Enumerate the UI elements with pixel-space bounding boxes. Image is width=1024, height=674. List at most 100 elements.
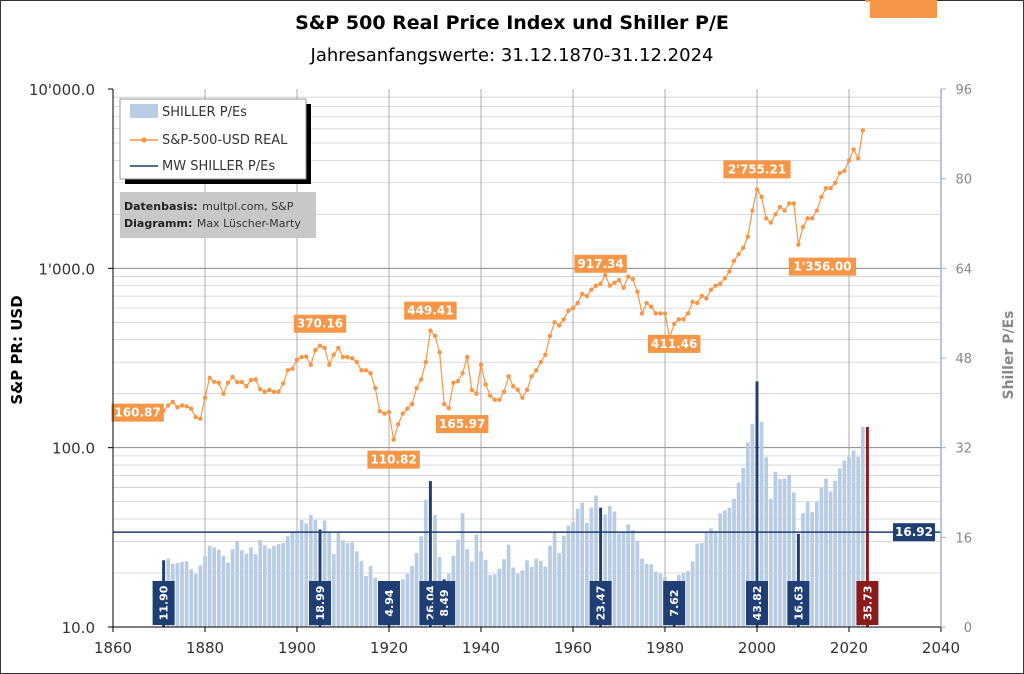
shiller-bar bbox=[810, 512, 815, 627]
sp500-point bbox=[202, 395, 208, 400]
shiller-bar bbox=[649, 564, 654, 627]
sp500-point bbox=[166, 403, 171, 408]
source-key: Datenbasis: bbox=[124, 200, 198, 213]
shiller-bar bbox=[686, 570, 690, 627]
y-right-tick-label: 16 bbox=[955, 531, 972, 546]
chart-subtitle: Jahresanfangswerte: 31.12.1870-31.12.202… bbox=[310, 45, 714, 66]
sp500-point bbox=[230, 374, 235, 380]
shiller-bar bbox=[405, 573, 410, 627]
shiller-bar bbox=[630, 530, 635, 627]
sp500-point bbox=[814, 208, 819, 213]
price-label-box bbox=[788, 257, 856, 276]
x-tick-label: 1880 bbox=[186, 639, 224, 657]
price-label-box bbox=[367, 450, 420, 469]
shiller-bar bbox=[253, 554, 258, 627]
sp500-point bbox=[175, 405, 180, 410]
sp500-point bbox=[603, 272, 608, 278]
sp500-point bbox=[386, 409, 392, 415]
shiller-bar bbox=[207, 545, 212, 627]
sp500-point bbox=[745, 234, 750, 239]
sp500-point bbox=[170, 399, 175, 405]
pe-label-box bbox=[787, 581, 810, 625]
sp500-point bbox=[354, 359, 359, 365]
sp500-point bbox=[810, 216, 815, 221]
price-label: 449.41 bbox=[407, 304, 453, 318]
sp500-point bbox=[299, 354, 304, 360]
data-labels: 160.87 370.16 110.82 449.41 165.97 917.34 411.… bbox=[111, 0, 937, 625]
shiller-bar bbox=[599, 507, 603, 627]
sp500-point bbox=[851, 147, 856, 152]
sp500-point bbox=[750, 208, 755, 213]
sp500-point bbox=[308, 362, 313, 367]
mean-label: 16.92 bbox=[895, 525, 933, 539]
shiller-bar bbox=[575, 508, 580, 627]
sp500-point bbox=[800, 224, 806, 230]
sp500-point bbox=[708, 287, 714, 292]
shiller-bar bbox=[373, 577, 378, 627]
sp500-point bbox=[718, 281, 723, 286]
shiller-bar bbox=[594, 495, 598, 627]
shiller-bar bbox=[285, 536, 290, 627]
sp500-point bbox=[451, 380, 456, 385]
price-label-box bbox=[574, 254, 627, 273]
sp500-point bbox=[547, 333, 553, 339]
shiller-bar bbox=[824, 478, 828, 627]
sp500-point bbox=[524, 387, 530, 393]
shiller-bar bbox=[497, 568, 502, 627]
sp500-point bbox=[244, 384, 249, 389]
sp500-point bbox=[276, 389, 281, 394]
sp500-point bbox=[216, 380, 221, 385]
shiller-bar bbox=[607, 505, 612, 627]
shiller-bar bbox=[203, 556, 207, 627]
price-label-box bbox=[111, 403, 164, 422]
shiller-bar bbox=[833, 480, 838, 627]
sp500-point bbox=[529, 374, 534, 379]
sp500-point bbox=[699, 293, 704, 299]
sp500-point bbox=[768, 220, 773, 225]
shiller-bar bbox=[341, 540, 345, 627]
sp500-point bbox=[607, 283, 612, 288]
sp500-point bbox=[543, 352, 548, 357]
pe-label-box bbox=[589, 581, 612, 625]
sp500-point bbox=[639, 311, 645, 316]
sp500-point bbox=[837, 170, 842, 176]
sp500-point bbox=[368, 371, 373, 376]
shiller-bar bbox=[193, 573, 198, 627]
price-label: 370.16 bbox=[297, 317, 343, 331]
sp500-point bbox=[294, 357, 300, 362]
shiller-bar bbox=[198, 565, 203, 627]
shiller-bar bbox=[410, 565, 414, 627]
shiller-bar bbox=[216, 549, 221, 627]
pe-label-box bbox=[746, 581, 768, 625]
sp500-point bbox=[391, 437, 396, 442]
legend-label-shiller: SHILLER P/Es bbox=[162, 105, 247, 120]
sp500-point bbox=[313, 347, 318, 353]
shiller-bar bbox=[759, 421, 764, 627]
axes: 1860 1880 1900 1920 1940 1960 1980 2000 2020 2040… bbox=[29, 81, 972, 657]
price-label-box bbox=[436, 415, 489, 434]
shiller-bar bbox=[262, 545, 267, 627]
sp500-point bbox=[833, 180, 838, 185]
shiller-bar bbox=[502, 559, 506, 627]
shiller-bar bbox=[755, 381, 759, 627]
x-tick-label: 1900 bbox=[278, 639, 316, 657]
shiller-bar bbox=[433, 514, 437, 627]
sp500-point bbox=[207, 375, 212, 381]
shiller-bar bbox=[603, 514, 608, 627]
shiller-bar bbox=[856, 456, 861, 627]
shiller-bar bbox=[460, 513, 465, 627]
x-tick-label: 1980 bbox=[646, 639, 684, 657]
sp500-point bbox=[782, 208, 787, 213]
x-tick-label: 2020 bbox=[830, 639, 868, 657]
sp500-point bbox=[193, 414, 198, 420]
sp500-point bbox=[658, 311, 663, 316]
sp500-point bbox=[685, 311, 691, 316]
pe-label: 4.94 bbox=[383, 589, 396, 616]
sp500-point bbox=[478, 362, 484, 367]
sp500-point bbox=[630, 276, 635, 282]
sp500-point bbox=[432, 333, 438, 339]
shiller-bar bbox=[212, 547, 217, 627]
sp500-point bbox=[593, 283, 599, 288]
source-value: multpl.com, S&P bbox=[202, 200, 294, 213]
shiller-bar bbox=[525, 560, 529, 627]
